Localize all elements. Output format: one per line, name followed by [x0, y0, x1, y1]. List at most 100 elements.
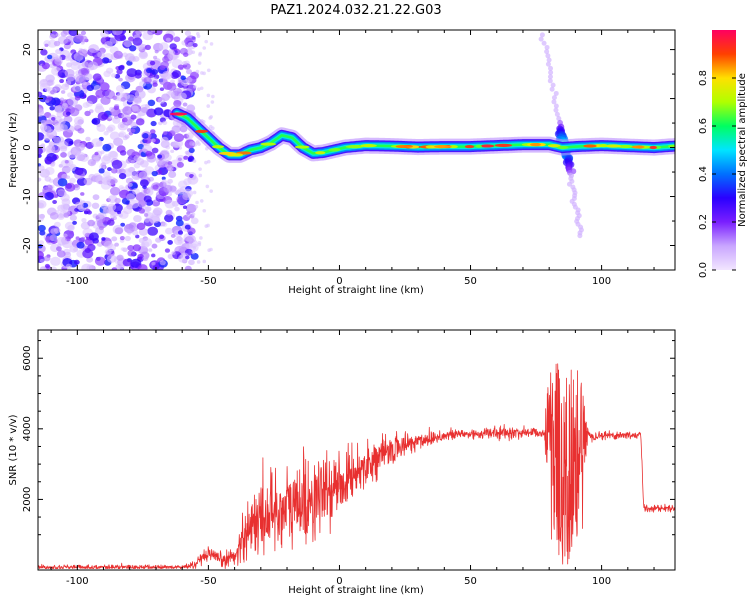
noise-dot [73, 52, 84, 61]
noise-dot [135, 118, 145, 126]
noise-dot [173, 100, 182, 108]
noise-dot [71, 150, 77, 155]
noise-dot [45, 74, 55, 83]
noise-dot [187, 156, 195, 162]
noise-dot [173, 36, 181, 43]
noise-dot [64, 251, 72, 258]
noise-dot [207, 248, 211, 252]
noise-dot [170, 233, 176, 238]
noise-dot [198, 167, 202, 171]
noise-dot [104, 249, 112, 255]
noise-dot [119, 236, 125, 241]
noise-dot [95, 175, 106, 185]
noise-dot [64, 182, 76, 192]
noise-dot [54, 221, 61, 228]
noise-dot [198, 51, 203, 56]
noise-dot [85, 100, 93, 107]
noise-dot [138, 208, 146, 214]
noise-dot [80, 30, 87, 36]
noise-dot [81, 217, 87, 223]
noise-dot [127, 249, 136, 257]
noise-dot [127, 167, 134, 173]
noise-dot [202, 208, 207, 213]
ridge-hotspot [195, 129, 208, 133]
noise-dot [147, 99, 156, 107]
ridge-hotspot [434, 144, 452, 149]
noise-dot [196, 260, 201, 264]
noise-dot [126, 193, 136, 201]
noise-dot [58, 140, 69, 150]
noise-dot [147, 226, 159, 236]
noise-dot [179, 125, 188, 133]
noise-dot [126, 128, 132, 132]
noise-dot [184, 265, 192, 270]
noise-dot [39, 124, 48, 131]
noise-dot [85, 136, 91, 142]
noise-dot [185, 69, 193, 75]
noise-dot [56, 246, 62, 252]
noise-dot [64, 68, 75, 78]
snr-series-line [38, 363, 675, 569]
noise-dot [38, 192, 46, 199]
noise-dot [174, 206, 180, 212]
noise-dot [104, 90, 116, 100]
colorbar-tick-label: 0.8 [698, 70, 709, 86]
spectrogram-x-axis-label: Height of straight line (km) [288, 285, 424, 296]
noise-dot [114, 227, 124, 235]
noise-dot [95, 95, 100, 99]
noise-dot [175, 219, 184, 227]
noise-dot [118, 213, 124, 218]
noise-dot [200, 71, 204, 75]
noise-dot [202, 46, 207, 50]
noise-dot [38, 240, 44, 245]
noise-dot [41, 62, 50, 70]
noise-dot [149, 214, 160, 224]
noise-dot [46, 129, 58, 139]
noise-dot [82, 249, 94, 259]
colorbar-label: Normalized spectral amplitude [737, 73, 748, 227]
noise-dot [177, 157, 182, 161]
noise-dot [197, 61, 202, 65]
noise-dot [159, 260, 166, 266]
noise-dot [57, 35, 69, 45]
noise-dot [152, 55, 158, 60]
noise-dot [69, 230, 74, 235]
noise-dot [180, 78, 190, 87]
noise-dot [69, 245, 79, 253]
noise-dot [55, 48, 62, 55]
noise-dot [115, 263, 122, 270]
noise-dot [65, 111, 71, 116]
noise-dot [152, 82, 158, 87]
noise-dot [184, 150, 190, 155]
ridge-hotspot [547, 144, 561, 148]
streak-dot [553, 107, 559, 113]
noise-dot [133, 162, 141, 169]
noise-dot [75, 236, 80, 240]
noise-dot [132, 37, 143, 46]
noise-dot [38, 147, 43, 156]
y-tick-label: 10 [22, 92, 33, 105]
noise-dot [91, 202, 100, 209]
noise-dot [98, 225, 104, 231]
noise-dot [109, 151, 118, 158]
noise-dot [171, 251, 176, 255]
noise-dot [178, 245, 186, 252]
noise-dot [196, 87, 201, 91]
noise-dot [72, 220, 77, 225]
noise-dot [170, 79, 175, 84]
x-tick-label: -100 [66, 276, 89, 287]
noise-dot [143, 217, 151, 223]
streak-dot [546, 57, 552, 63]
noise-dot [118, 172, 127, 180]
noise-dot [39, 258, 45, 263]
x-tick-label: 0 [336, 576, 342, 587]
noise-dot [151, 138, 156, 143]
noise-dot [57, 189, 66, 197]
noise-dot [103, 154, 112, 162]
noise-dot [59, 124, 68, 132]
streak-dot [548, 65, 554, 71]
colorbar-ticks: 0.0 0.2 0.4 0.6 0.8 [698, 70, 736, 278]
noise-dot [119, 150, 127, 156]
noise-dot [38, 224, 46, 232]
